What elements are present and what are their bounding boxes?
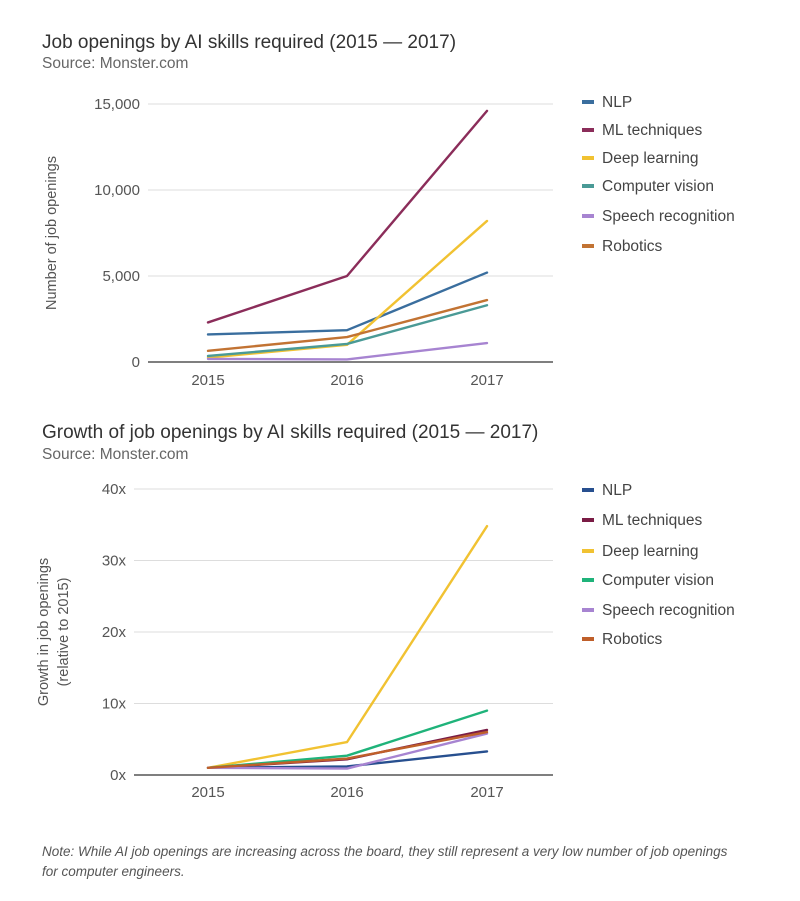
y-tick-label: 0 <box>132 354 140 371</box>
series-line-speech-recognition <box>206 732 489 770</box>
legend-swatch <box>582 488 594 492</box>
legend-swatch <box>582 214 594 218</box>
legend-label: Computer vision <box>602 572 714 589</box>
y-axis-label: Number of job openings <box>44 156 60 310</box>
legend-swatch <box>582 128 594 132</box>
legend-swatch <box>582 184 594 188</box>
y-tick-label: 40x <box>102 481 127 498</box>
legend-label: Speech recognition <box>602 602 735 619</box>
legend-label: Deep learning <box>602 150 699 167</box>
legend-swatch <box>582 549 594 553</box>
legend-swatch <box>582 244 594 248</box>
y-tick-label: 10x <box>102 696 127 713</box>
chart-growth: Growth of job openings by AI skills requ… <box>0 400 800 820</box>
chart-plot-area: 0 5,000 10,000 15,000 2015 2016 2017 Number of … <box>44 94 735 389</box>
y-axis-label-group: Number of job openings <box>44 156 60 310</box>
footnote: Note: While AI job openings are increasi… <box>42 844 728 879</box>
x-tick-label: 2016 <box>330 372 363 389</box>
legend-swatch <box>582 156 594 160</box>
series-line-nlp <box>206 271 489 336</box>
y-tick-label: 30x <box>102 553 127 570</box>
series-line-ml-techniques <box>206 728 489 770</box>
legend-label: NLP <box>602 94 632 111</box>
series-line-ml-techniques <box>206 109 489 324</box>
legend-label: Robotics <box>602 238 663 255</box>
chart-title: Job openings by AI skills required (2015… <box>42 32 457 53</box>
y-tick-label: 10,000 <box>94 182 140 199</box>
legend-swatch <box>582 578 594 582</box>
legend-swatch <box>582 100 594 104</box>
chart-title: Growth of job openings by AI skills requ… <box>42 422 539 443</box>
y-tick-label: 0x <box>110 767 126 784</box>
y-axis-label: (relative to 2015) <box>56 578 72 687</box>
series-line-speech-recognition <box>206 341 489 361</box>
x-tick-label: 2015 <box>191 784 224 801</box>
chart-subtitle: Source: Monster.com <box>42 446 189 463</box>
legend-label: Deep learning <box>602 543 699 560</box>
series-line-robotics <box>206 298 489 353</box>
y-tick-label: 15,000 <box>94 96 140 113</box>
series-line-computer-vision <box>206 304 489 358</box>
legend-label: Computer vision <box>602 178 714 195</box>
legend-label: Robotics <box>602 631 663 648</box>
legend-label: Speech recognition <box>602 208 735 225</box>
legend-label: NLP <box>602 482 632 499</box>
chart-plot-area: 0x 10x 20x 30x 40x 2015 2016 2017 Growth in job … <box>36 481 735 801</box>
legend-swatch <box>582 608 594 612</box>
y-tick-label: 5,000 <box>102 268 140 285</box>
series-line-robotics <box>206 730 489 770</box>
legend-label: ML techniques <box>602 512 702 529</box>
legend-swatch <box>582 637 594 641</box>
y-axis-label-group: Growth in job openings (relative to 2015) <box>36 558 72 706</box>
legend-label: ML techniques <box>602 122 702 139</box>
chart-subtitle: Source: Monster.com <box>42 55 189 72</box>
series-line-deep-learning <box>206 524 489 770</box>
x-tick-label: 2016 <box>330 784 363 801</box>
chart-job-openings: Job openings by AI skills required (2015… <box>0 0 800 400</box>
legend-swatch <box>582 518 594 522</box>
y-tick-label: 20x <box>102 624 127 641</box>
y-axis-label: Growth in job openings <box>36 558 52 706</box>
x-tick-label: 2017 <box>470 372 503 389</box>
x-tick-label: 2017 <box>470 784 503 801</box>
x-tick-label: 2015 <box>191 372 224 389</box>
